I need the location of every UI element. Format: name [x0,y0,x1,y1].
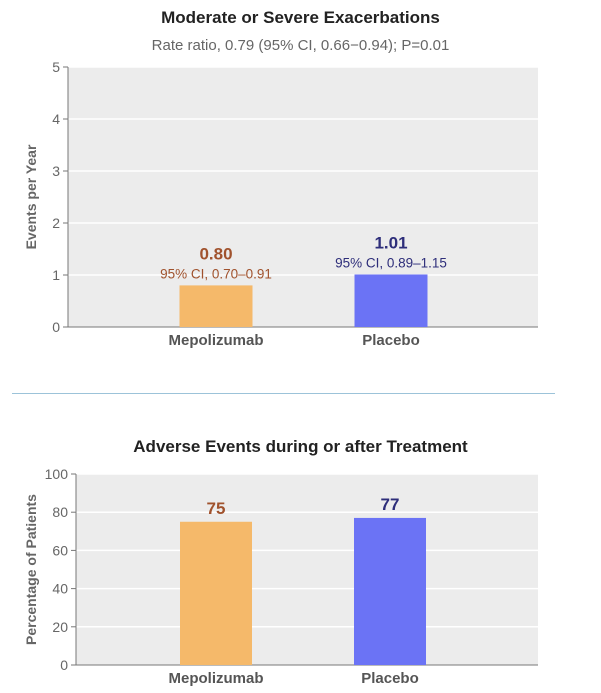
chart1-bar-mepolizumab [179,285,253,327]
chart1-bar-placebo [354,274,428,327]
chart2-ytick-label: 40 [52,581,68,597]
chart1-ytick-label: 0 [52,319,60,335]
chart1-plot: 0 1 2 3 4 5 Events per Year Mepolizumab 95% CI, … [23,59,538,349]
chart2-ytick-label: 20 [52,619,68,635]
chart2-bar-mepolizumab [180,521,252,665]
chart1-ci-label: 95% CI, 0.70–0.91 [160,266,272,281]
chart2-ytick-label: 60 [52,542,68,558]
chart2-ylabel: Percentage of Patients [23,494,39,645]
chart1-ytick-label: 4 [52,111,60,127]
chart2-ytick-label: 100 [45,466,69,482]
chart1-ci-label: 95% CI, 0.89–1.15 [335,255,447,270]
chart1-value-label: 1.01 [374,233,407,252]
chart2-title: Adverse Events during or after Treatment [133,437,468,456]
chart2-ytick-label: 80 [52,504,68,520]
chart1-plot-area [68,67,538,327]
chart2-category-label: Placebo [361,670,419,687]
chart1-subtitle: Rate ratio, 0.79 (95% CI, 0.66−0.94); P=… [151,37,450,54]
chart1-category-label: Mepolizumab [168,332,263,349]
chart1-ytick-label: 1 [52,267,60,283]
chart2-value-label: 77 [381,495,400,514]
chart2-plot-area [76,474,538,665]
chart1-ylabel: Events per Year [23,144,39,249]
chart1-title: Moderate or Severe Exacerbations [161,8,440,27]
chart1-value-label: 0.80 [199,244,232,263]
chart1-ytick-label: 3 [52,163,60,179]
chart1-category-label: Placebo [362,332,420,349]
section-divider [12,393,555,394]
chart2-category-label: Mepolizumab [168,670,263,687]
chart2-bar-placebo [354,517,426,665]
chart2-ytick-label: 0 [60,657,68,673]
chart1-ytick-label: 5 [52,59,60,75]
chart1-ytick-label: 2 [52,215,60,231]
chart2-value-label: 75 [207,499,226,518]
